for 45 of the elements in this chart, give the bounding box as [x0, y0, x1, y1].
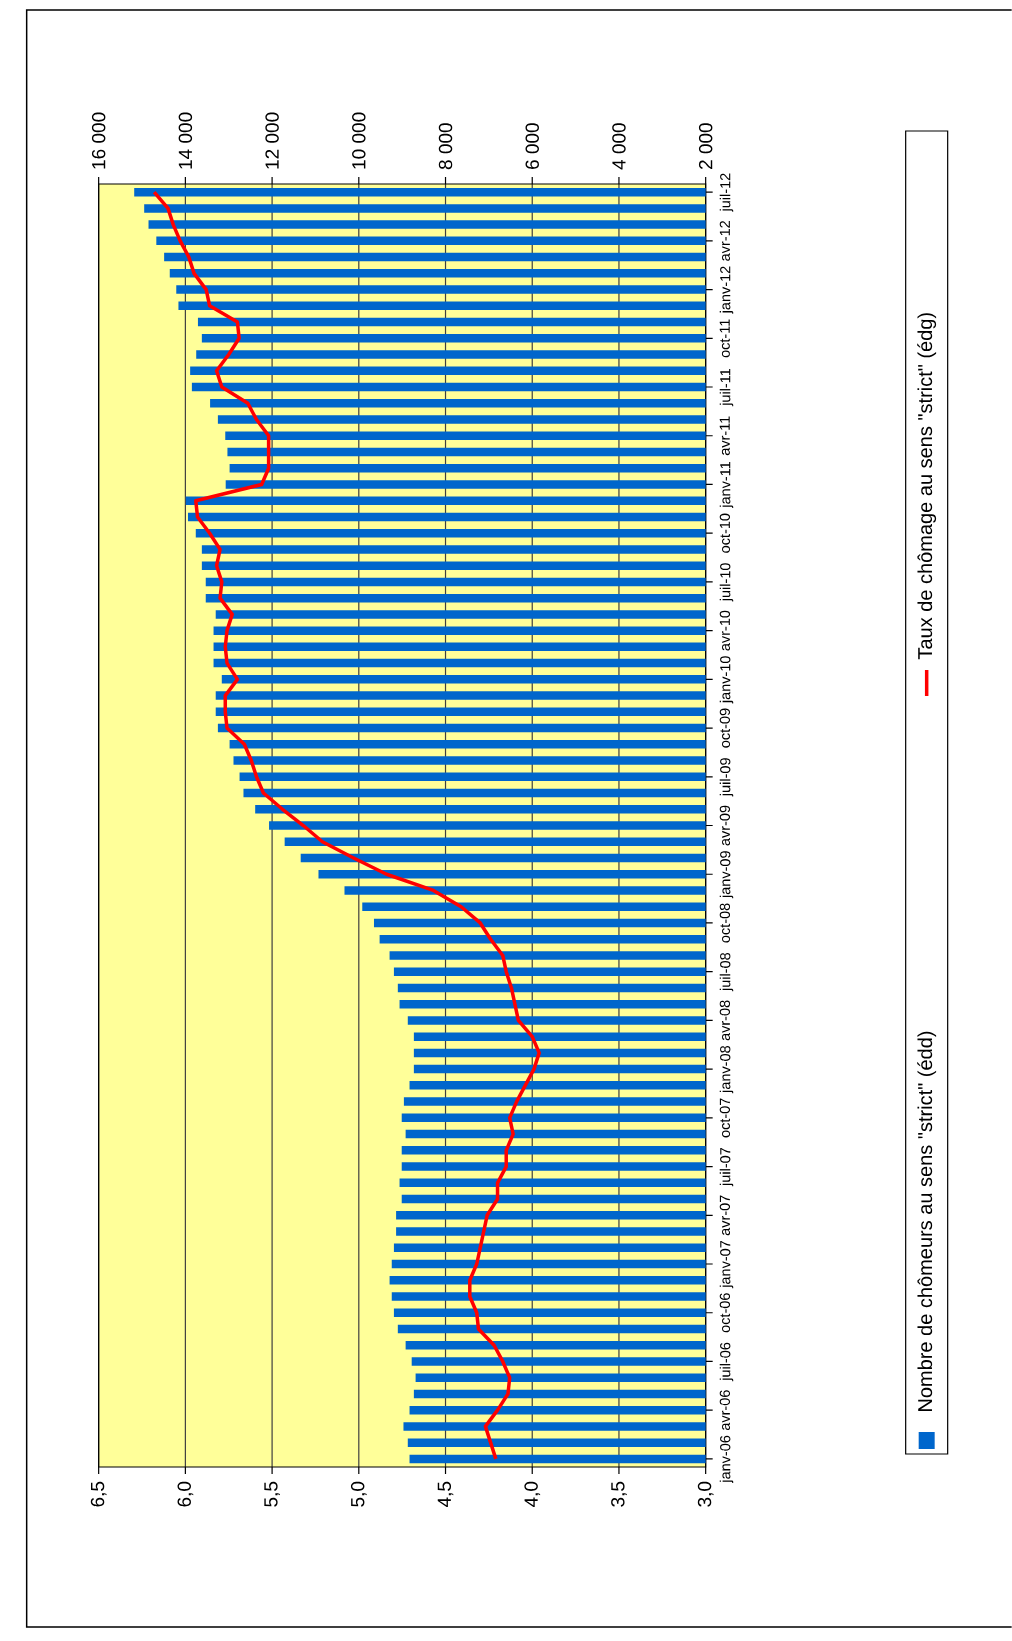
y-tick-label: juil-10 — [719, 563, 734, 602]
x-tick-label: 5,0 — [351, 1481, 367, 1507]
y-tick-label: juil-07 — [719, 1147, 734, 1187]
y-tick-label: janv-06 — [719, 1435, 734, 1484]
y-tick-label: avr-08 — [719, 1000, 731, 1041]
y-tick-label: janv-08 — [719, 1045, 734, 1094]
y-tick-label: oct-09 — [719, 708, 731, 748]
y-tick-label: avr-09 — [719, 805, 731, 846]
y-tick-label: avr-10 — [719, 610, 731, 651]
x2-tick-label: 10 000 — [352, 112, 366, 169]
y-tick-label: janv-10 — [719, 656, 734, 704]
x-tick-label: 6,0 — [177, 1481, 194, 1507]
x2-tick-label: 4 000 — [612, 123, 626, 170]
x-tick-label: 4,0 — [524, 1481, 541, 1508]
y-tick-label: oct-11 — [719, 319, 731, 358]
text: Nombre de chômeurs au sens "strict" (édd) — [917, 1031, 937, 1411]
y-tick-label: oct-08 — [719, 903, 731, 943]
x-tick-label: 4,5 — [437, 1481, 454, 1508]
y-tick-label: avr-06 — [719, 1390, 731, 1431]
x-tick-label: 3,5 — [611, 1481, 627, 1507]
text: Taux de chômage au sens "strict" (édg) — [917, 313, 937, 660]
y-tick-label: oct-10 — [719, 513, 731, 553]
x-tick-label: 5,5 — [264, 1481, 281, 1507]
y-tick-label: janv-12 — [719, 266, 734, 314]
y-tick-label: oct-06 — [719, 1293, 731, 1333]
y-tick-label: juil-08 — [719, 952, 734, 992]
x2-tick-label: 8 000 — [438, 123, 453, 170]
x-tick-label: 6,5 — [90, 1481, 107, 1507]
x2-tick-label: 16 000 — [92, 112, 106, 169]
x2-tick-label: 2 000 — [699, 123, 713, 170]
y-tick-label: juil-06 — [719, 1342, 734, 1382]
y-tick-label: oct-07 — [719, 1098, 731, 1138]
y-tick-label: janv-11 — [719, 461, 734, 509]
y-tick-label: janv-07 — [719, 1240, 734, 1289]
y-tick-label: janv-09 — [719, 851, 734, 899]
y-tick-label: avr-12 — [719, 221, 731, 261]
y-tick-label: avr-07 — [719, 1195, 731, 1236]
y-tick-label: juil-12 — [719, 173, 734, 212]
y-tick-label: juil-09 — [719, 758, 734, 797]
x2-tick-label: 12 000 — [265, 112, 279, 169]
x2-tick-label: 14 000 — [178, 112, 193, 169]
x2-tick-label: 6 000 — [525, 123, 540, 169]
y-tick-label: avr-11 — [719, 416, 731, 456]
x-tick-label: 3,0 — [697, 1481, 714, 1507]
y-tick-label: juil-11 — [719, 368, 734, 407]
